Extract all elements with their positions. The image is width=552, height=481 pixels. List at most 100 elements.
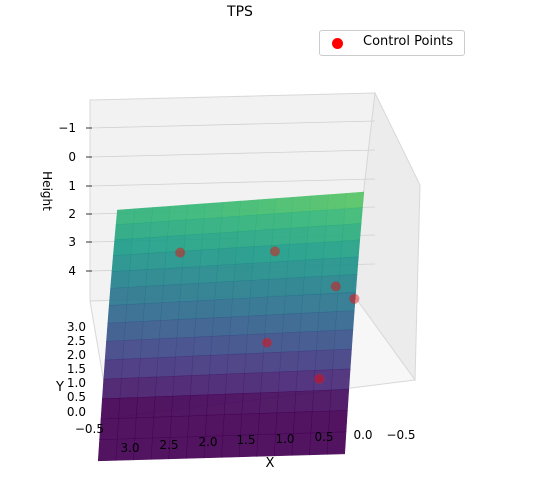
surface-patch [253, 229, 274, 247]
grid-line-z [89, 120, 376, 129]
surface-patch [199, 248, 220, 267]
surface-patch [204, 414, 225, 437]
surface-patch [303, 258, 324, 278]
surface-patch [137, 376, 157, 398]
tps-surface [97, 191, 365, 462]
surface-patch [202, 217, 223, 235]
surface-patch [325, 208, 346, 227]
surface-patch [322, 240, 343, 260]
surface-patch [324, 224, 344, 243]
surface-patch [122, 339, 143, 360]
surface-patch [134, 416, 155, 439]
surface-patch [139, 338, 160, 359]
surface-patch [344, 191, 365, 210]
surface-patch [167, 219, 187, 237]
surface-patch [141, 320, 161, 340]
grid-line-z [89, 149, 376, 158]
surface-patch [248, 296, 268, 317]
y-tick-label: 2.0 [67, 348, 86, 362]
surface-patch [148, 236, 168, 254]
surface-patch [238, 199, 259, 217]
surface-patch [161, 284, 182, 303]
x-tick-label: 0.0 [353, 428, 372, 442]
surface-patch [259, 391, 279, 414]
surface-patch [225, 373, 245, 395]
surface-patch [279, 351, 300, 373]
surface-patch [233, 262, 254, 282]
surface-patch [311, 389, 332, 412]
surface-patch [192, 335, 213, 357]
surface-patch [301, 293, 321, 314]
surface-patch [297, 350, 317, 372]
surface-patch [175, 336, 195, 358]
surface-patch [290, 210, 311, 229]
surface-patch [114, 223, 135, 241]
surface-patch [121, 358, 141, 379]
surface-patch [340, 239, 361, 259]
y-tick-label: 0.5 [67, 390, 86, 404]
z-tick-label: −1 [58, 121, 76, 135]
surface-patch [332, 348, 352, 371]
surface-patch [191, 354, 212, 376]
surface-patch [214, 280, 235, 301]
surface-patch [97, 438, 118, 462]
legend-label: Control Points [363, 34, 454, 49]
surface-patch [150, 205, 171, 223]
surface-patch [160, 301, 180, 321]
surface-patch [196, 281, 217, 302]
surface-patch [299, 312, 320, 333]
x-tick-label: 0.5 [314, 430, 333, 444]
surface-patch [106, 321, 126, 342]
surface-patch [183, 233, 204, 252]
surface-patch [333, 329, 354, 351]
surface-patch [230, 297, 251, 318]
surface-patch [190, 374, 210, 396]
x-tick-label: 3.0 [120, 441, 139, 455]
surface-patch [256, 198, 277, 216]
surface-patch [176, 318, 197, 339]
surface-patch [337, 273, 358, 294]
surface-patch [274, 196, 294, 214]
surface-patch [302, 275, 323, 296]
surface-patch [298, 330, 319, 352]
surface-patch [317, 311, 337, 332]
surface-patch [244, 352, 264, 374]
surface-patch [110, 270, 130, 289]
control-point [330, 281, 342, 292]
surface-patch [169, 415, 190, 438]
surface-patch [326, 193, 347, 211]
surface-patch [291, 432, 312, 456]
surface-patch [206, 393, 226, 416]
z-tick-label: 0 [68, 150, 76, 164]
surface-patch [276, 391, 297, 414]
surface-patch [211, 316, 232, 337]
surface-patch [115, 208, 136, 226]
surface-patch [289, 226, 309, 245]
surface-patch [217, 247, 237, 266]
control-points [174, 246, 360, 385]
surface-patch [265, 295, 286, 316]
surface-patch [219, 215, 240, 234]
surface-patch [146, 251, 167, 270]
surface-patch [294, 390, 314, 413]
chart-title: TPS [226, 4, 253, 20]
surface-patch [307, 209, 328, 228]
control-point [349, 293, 360, 305]
surface-patch [305, 241, 325, 261]
surface-patch [107, 304, 128, 324]
surface-patch [282, 313, 302, 334]
surface-patch [242, 372, 263, 394]
surface-patch [271, 227, 292, 246]
surface-patch [108, 287, 129, 306]
surface-patch [180, 266, 201, 285]
surface-patch [133, 207, 153, 224]
surface-patch [194, 317, 214, 338]
y-axis-label: Y [55, 380, 64, 395]
surface-patch [198, 265, 218, 284]
y-tick-label: 3.0 [67, 320, 86, 334]
surface-patch [234, 246, 255, 265]
control-point [269, 246, 281, 257]
control-point [174, 247, 186, 258]
